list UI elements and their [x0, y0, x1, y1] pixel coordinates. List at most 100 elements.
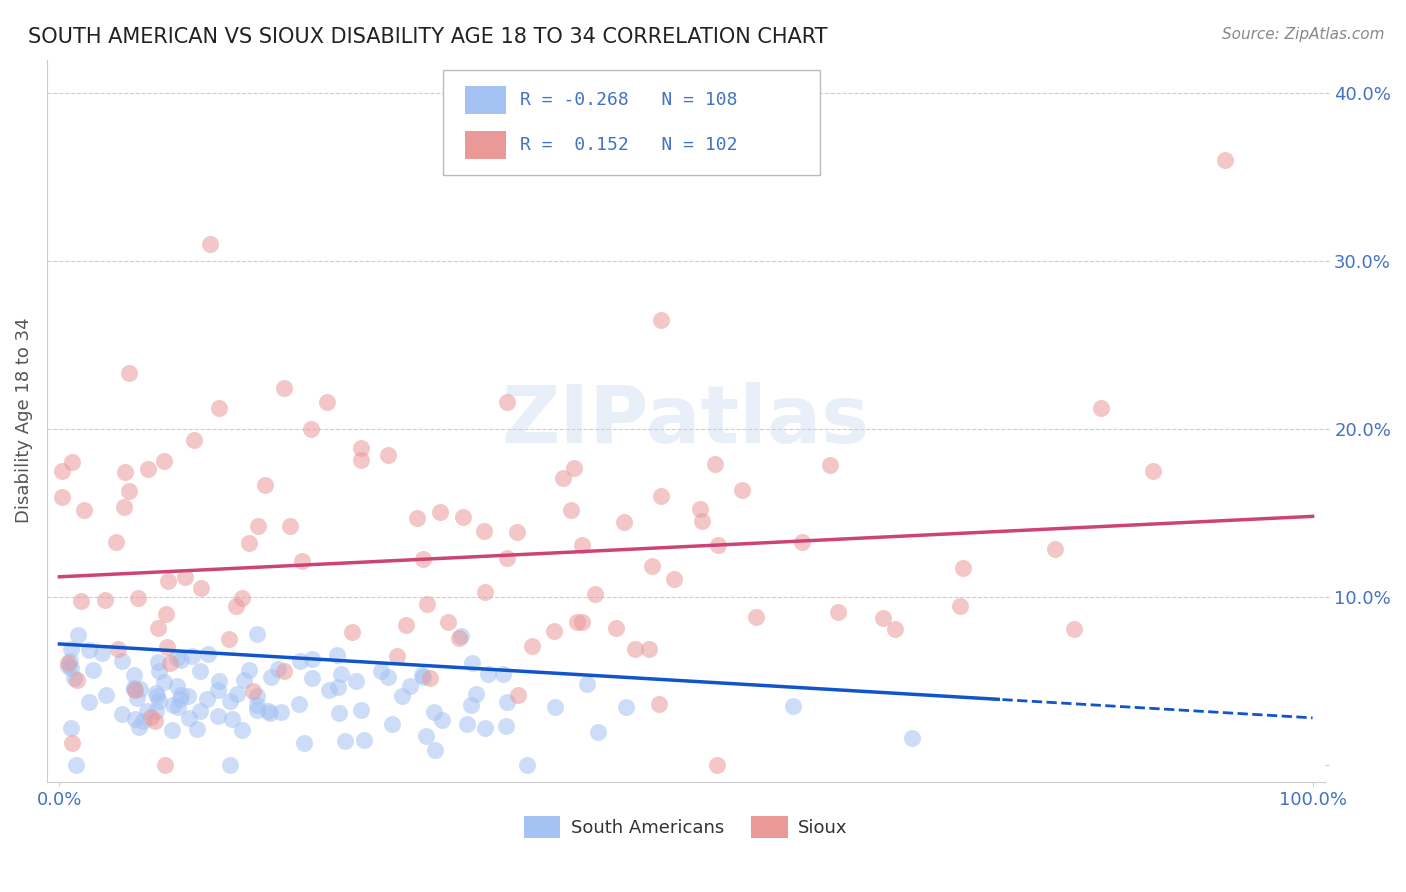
- Point: [450, 630, 472, 644]
- Point: [583, 587, 606, 601]
- Point: [377, 670, 399, 684]
- Point: [1213, 153, 1236, 168]
- Point: [111, 654, 134, 668]
- Point: [474, 585, 496, 599]
- Point: [170, 688, 193, 702]
- Point: [605, 621, 627, 635]
- Point: [1090, 401, 1112, 416]
- Point: [505, 524, 527, 539]
- Point: [148, 694, 170, 708]
- Text: SOUTH AMERICAN VS SIOUX DISABILITY AGE 18 TO 34 CORRELATION CHART: SOUTH AMERICAN VS SIOUX DISABILITY AGE 1…: [28, 27, 828, 46]
- Point: [162, 698, 184, 713]
- Point: [246, 627, 269, 641]
- Point: [245, 703, 267, 717]
- Point: [273, 664, 295, 678]
- Point: [51, 464, 73, 478]
- Point: [94, 593, 117, 607]
- Point: [242, 684, 264, 698]
- Point: [614, 699, 637, 714]
- Point: [197, 648, 219, 662]
- Point: [105, 535, 128, 549]
- Point: [782, 698, 804, 713]
- Point: [567, 615, 589, 629]
- Point: [474, 524, 496, 538]
- Point: [170, 653, 193, 667]
- Point: [122, 681, 145, 696]
- Point: [66, 628, 89, 642]
- Point: [571, 615, 593, 629]
- Point: [326, 648, 349, 663]
- Point: [543, 624, 565, 638]
- Point: [551, 471, 574, 485]
- Point: [613, 515, 636, 529]
- Point: [247, 518, 270, 533]
- Point: [152, 454, 174, 468]
- Point: [350, 703, 373, 717]
- Point: [60, 455, 83, 469]
- Point: [56, 657, 79, 671]
- Point: [391, 690, 413, 704]
- Point: [157, 574, 180, 588]
- Point: [145, 686, 167, 700]
- Point: [544, 700, 567, 714]
- Point: [456, 717, 478, 731]
- Point: [246, 690, 269, 704]
- Point: [259, 670, 281, 684]
- Point: [160, 723, 183, 737]
- Point: [350, 453, 373, 467]
- Point: [169, 692, 191, 706]
- Point: [51, 490, 73, 504]
- Point: [114, 466, 136, 480]
- Point: [208, 674, 231, 689]
- Point: [59, 654, 82, 668]
- Point: [73, 503, 96, 517]
- Point: [650, 313, 672, 327]
- Point: [291, 554, 314, 568]
- Point: [127, 591, 149, 605]
- Point: [492, 666, 515, 681]
- Point: [219, 693, 242, 707]
- Point: [745, 610, 768, 624]
- Point: [353, 733, 375, 747]
- Point: [155, 607, 177, 621]
- Point: [820, 458, 842, 472]
- Point: [148, 665, 170, 679]
- Point: [179, 711, 201, 725]
- Point: [128, 682, 150, 697]
- Point: [460, 698, 482, 712]
- Point: [706, 757, 728, 772]
- Point: [173, 570, 195, 584]
- Point: [344, 673, 367, 688]
- Point: [477, 666, 499, 681]
- Text: R = -0.268   N = 108: R = -0.268 N = 108: [520, 91, 737, 109]
- Point: [225, 599, 247, 613]
- Point: [328, 680, 350, 694]
- Point: [496, 695, 519, 709]
- Point: [437, 615, 460, 629]
- Point: [827, 605, 849, 619]
- Point: [94, 688, 117, 702]
- Point: [207, 682, 229, 697]
- Point: [415, 729, 437, 743]
- Point: [381, 716, 404, 731]
- Point: [901, 731, 924, 745]
- Point: [208, 401, 231, 415]
- Point: [66, 673, 89, 688]
- Point: [65, 757, 87, 772]
- Point: [419, 671, 441, 685]
- Point: [112, 500, 135, 515]
- Point: [571, 539, 593, 553]
- Point: [181, 648, 204, 663]
- Point: [1045, 541, 1067, 556]
- Point: [340, 624, 363, 639]
- Point: [299, 422, 322, 436]
- Point: [77, 695, 100, 709]
- Point: [259, 706, 281, 720]
- Point: [59, 661, 82, 675]
- Point: [662, 572, 685, 586]
- Point: [139, 710, 162, 724]
- Point: [218, 632, 240, 646]
- Point: [59, 721, 82, 735]
- Point: [153, 757, 176, 772]
- Point: [183, 433, 205, 447]
